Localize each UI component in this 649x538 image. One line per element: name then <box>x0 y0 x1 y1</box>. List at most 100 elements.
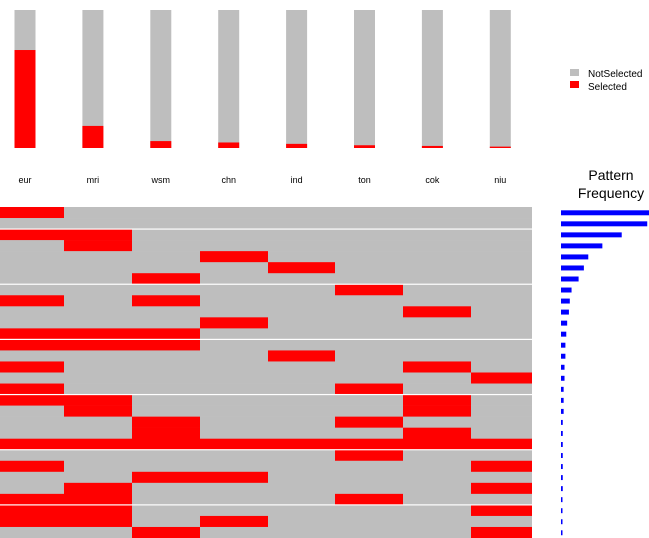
frequency-bar-row-20 <box>561 419 563 425</box>
category-label-chn: chn <box>221 175 236 185</box>
cell-cok-row-29 <box>403 515 471 528</box>
bar-cok-selected <box>421 145 443 148</box>
cell-niu-row-2 <box>471 218 532 230</box>
cell-niu-row-21 <box>471 427 532 439</box>
cell-eur-row-24 <box>0 460 64 473</box>
cell-mri-row-4 <box>64 240 132 252</box>
cell-ton-row-19 <box>335 405 403 417</box>
cell-wsm-row-4 <box>132 240 200 252</box>
cell-mri-row-22 <box>64 438 132 451</box>
cell-eur-row-10 <box>0 306 64 318</box>
cell-wsm-row-21 <box>132 427 200 439</box>
cell-cok-row-22 <box>403 438 471 451</box>
cell-eur-row-19 <box>0 405 64 417</box>
cell-cok-row-15 <box>403 361 471 373</box>
cell-cok-row-24 <box>403 460 471 473</box>
bar-ton-notselected <box>354 10 375 148</box>
cell-cok-row-18 <box>403 394 471 406</box>
cell-ind-row-10 <box>268 306 335 318</box>
cell-niu-row-27 <box>471 493 532 506</box>
cell-eur-row-4 <box>0 240 64 252</box>
cell-mri-row-24 <box>64 460 132 473</box>
bar-mri-selected <box>82 125 104 148</box>
cell-wsm-row-27 <box>132 493 200 506</box>
cell-cok-row-1 <box>403 207 471 219</box>
cell-mri-row-12 <box>64 328 132 340</box>
frequency-bar-row-2 <box>561 221 648 227</box>
cell-eur-row-16 <box>0 372 64 384</box>
cell-chn-row-12 <box>200 328 268 340</box>
cell-wsm-row-1 <box>132 207 200 219</box>
cell-wsm-row-29 <box>132 515 200 528</box>
cell-ind-row-8 <box>268 284 335 296</box>
cell-eur-row-13 <box>0 339 64 351</box>
cell-eur-row-18 <box>0 394 64 406</box>
cell-ind-row-28 <box>268 504 335 517</box>
cell-ind-row-12 <box>268 328 335 340</box>
selection-bar-group <box>14 10 511 148</box>
cell-mri-row-9 <box>64 295 132 307</box>
cell-mri-row-20 <box>64 416 132 428</box>
cell-ton-row-25 <box>335 471 403 484</box>
cell-ind-row-1 <box>268 207 335 219</box>
category-label-cok: cok <box>425 175 440 185</box>
cell-niu-row-25 <box>471 471 532 484</box>
cell-wsm-row-6 <box>132 262 200 274</box>
frequency-bar-row-7 <box>561 276 579 282</box>
frequency-bars <box>561 210 649 536</box>
cell-mri-row-3 <box>64 229 132 241</box>
cell-wsm-row-2 <box>132 218 200 230</box>
cell-ind-row-13 <box>268 339 335 351</box>
cell-cok-row-8 <box>403 284 471 296</box>
frequency-bar-row-4 <box>561 243 603 249</box>
cell-eur-row-15 <box>0 361 64 373</box>
cell-eur-row-12 <box>0 328 64 340</box>
cell-ton-row-12 <box>335 328 403 340</box>
cell-chn-row-27 <box>200 493 268 506</box>
bar-niu-notselected <box>489 10 511 148</box>
cell-eur-row-28 <box>0 504 64 517</box>
frequency-bar-row-13 <box>561 342 566 348</box>
cell-chn-row-24 <box>200 460 268 473</box>
cell-cok-row-26 <box>403 482 471 495</box>
frequency-bar-row-27 <box>561 497 563 503</box>
category-label-mri: mri <box>87 175 100 185</box>
cell-ind-row-4 <box>268 240 335 252</box>
cell-cok-row-3 <box>403 229 471 241</box>
bar-wsm-selected <box>150 141 172 148</box>
cell-eur-row-21 <box>0 427 64 439</box>
cell-ton-row-8 <box>335 284 403 296</box>
cell-wsm-row-18 <box>132 394 200 406</box>
bar-ind-notselected <box>286 10 308 148</box>
row-separator <box>0 449 532 451</box>
cell-niu-row-16 <box>471 372 532 384</box>
cell-ton-row-15 <box>335 361 403 373</box>
bar-niu-selected <box>489 146 511 148</box>
bar-ton-selected <box>354 145 375 148</box>
frequency-bar-row-24 <box>561 464 563 470</box>
frequency-bar-row-11 <box>561 320 568 326</box>
cell-ton-row-1 <box>335 207 403 219</box>
cell-mri-row-13 <box>64 339 132 351</box>
category-labels: eur mri wsm chn ind ton cok niu <box>18 175 506 185</box>
legend-swatch-not-selected <box>570 69 579 76</box>
legend-label-selected: Selected <box>588 82 627 93</box>
cell-ind-row-24 <box>268 460 335 473</box>
cell-eur-row-17 <box>0 383 64 395</box>
cell-niu-row-5 <box>471 251 532 263</box>
cell-ind-row-23 <box>268 449 335 462</box>
bar-eur-selected <box>14 50 36 148</box>
cell-wsm-row-5 <box>132 251 200 263</box>
frequency-bar-row-9 <box>561 298 570 304</box>
cell-ind-row-21 <box>268 427 335 439</box>
row-separator <box>0 393 532 396</box>
cell-eur-row-22 <box>0 438 64 451</box>
cell-ind-row-3 <box>268 229 335 241</box>
cell-niu-row-24 <box>471 460 532 473</box>
cell-cok-row-5 <box>403 251 471 263</box>
cell-ind-row-18 <box>268 394 335 406</box>
row-separator <box>0 228 532 230</box>
cell-cok-row-7 <box>403 273 471 285</box>
cell-eur-row-23 <box>0 449 64 462</box>
pattern-grid <box>0 207 532 538</box>
